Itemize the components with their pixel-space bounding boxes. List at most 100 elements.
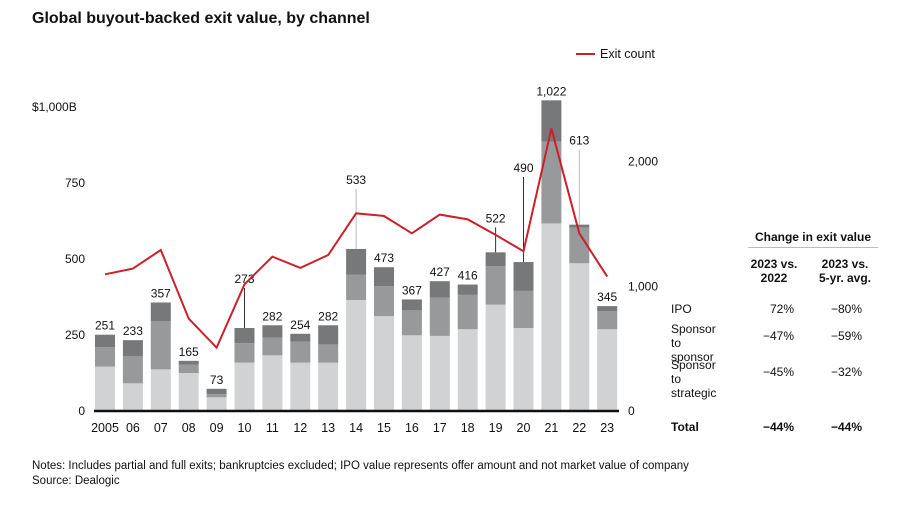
bar-total-label: 416 bbox=[458, 269, 478, 283]
bar-total-label: 613 bbox=[569, 134, 589, 148]
col-header-vs-5yr: 2023 vs. 5-yr. avg. bbox=[818, 257, 872, 285]
bar-total-label: 251 bbox=[95, 319, 115, 333]
left-axis-tick: $1,000B bbox=[32, 100, 77, 114]
bar-ipo bbox=[178, 360, 199, 365]
bar-sponsor-to-strategic bbox=[457, 329, 478, 411]
bar-sponsor-to-strategic bbox=[262, 355, 283, 411]
total-vs-5yr: −44% bbox=[830, 420, 862, 434]
bar-sponsor-to-sponsor bbox=[346, 274, 367, 301]
bar-sponsor-to-sponsor bbox=[150, 321, 171, 370]
bar-total-label: 1,022 bbox=[536, 84, 566, 98]
table-title: Change in exit value bbox=[748, 230, 878, 248]
bar-sponsor-to-sponsor bbox=[429, 297, 450, 336]
bar-ipo bbox=[541, 100, 562, 142]
col-header-vs-2022: 2023 vs. 2022 bbox=[750, 257, 798, 285]
legend-label-exit-count: Exit count bbox=[600, 47, 655, 61]
bar-sponsor-to-sponsor bbox=[513, 290, 534, 329]
bar-sponsor-to-strategic bbox=[429, 335, 450, 411]
left-axis-tick: 750 bbox=[65, 176, 85, 190]
x-axis-tick: 10 bbox=[238, 421, 252, 435]
bar-ipo bbox=[122, 340, 143, 356]
x-axis-tick: 22 bbox=[572, 421, 586, 435]
bar-sponsor-to-sponsor bbox=[262, 337, 283, 356]
bar-total-label: 282 bbox=[318, 309, 338, 323]
bar-total-label: 427 bbox=[430, 265, 450, 279]
bar-total-label: 357 bbox=[151, 286, 171, 300]
table-row-label: Sponsor to strategic bbox=[671, 358, 717, 400]
bar-total-label: 473 bbox=[374, 251, 394, 265]
bar-ipo bbox=[318, 325, 339, 345]
x-axis-tick: 09 bbox=[210, 421, 224, 435]
bar-sponsor-to-sponsor bbox=[234, 343, 255, 363]
bar-total-label: 522 bbox=[486, 211, 506, 225]
bar-sponsor-to-strategic bbox=[206, 397, 227, 411]
bar-sponsor-to-strategic bbox=[178, 373, 199, 411]
bar-sponsor-to-sponsor bbox=[206, 394, 227, 398]
left-axis-tick: 0 bbox=[78, 404, 85, 418]
table-cell-v1: −45% bbox=[762, 365, 794, 379]
x-axis-tick: 2005 bbox=[91, 421, 119, 435]
right-axis-tick: 0 bbox=[628, 404, 635, 418]
bar-ipo bbox=[513, 262, 534, 291]
bar-ipo bbox=[346, 248, 367, 275]
x-axis-tick: 17 bbox=[433, 421, 447, 435]
bar-sponsor-to-sponsor bbox=[374, 286, 394, 317]
x-axis-tick: 12 bbox=[293, 421, 307, 435]
bar-total-label: 165 bbox=[179, 345, 199, 359]
table-cell-v2: −32% bbox=[830, 365, 862, 379]
bar-sponsor-to-strategic bbox=[234, 362, 255, 411]
bar-total-label: 533 bbox=[346, 173, 366, 187]
x-axis-tick: 18 bbox=[461, 421, 475, 435]
bar-sponsor-to-sponsor bbox=[541, 141, 562, 224]
bar-total-label: 345 bbox=[597, 290, 617, 304]
bar-ipo bbox=[401, 299, 422, 311]
x-axis-tick: 07 bbox=[154, 421, 168, 435]
bar-sponsor-to-strategic bbox=[401, 335, 422, 411]
bar-sponsor-to-sponsor bbox=[485, 265, 506, 305]
bar-total-label: 490 bbox=[513, 161, 533, 175]
bar-total-label: 233 bbox=[123, 324, 143, 338]
bar-sponsor-to-sponsor bbox=[457, 294, 478, 330]
bar-sponsor-to-sponsor bbox=[318, 344, 339, 363]
bar-sponsor-to-strategic bbox=[485, 304, 506, 411]
table-cell-v1: −47% bbox=[762, 329, 794, 343]
x-axis-tick: 13 bbox=[321, 421, 335, 435]
right-axis-tick: 2,000 bbox=[628, 155, 658, 169]
table-cell-v2: −59% bbox=[830, 329, 862, 343]
bar-sponsor-to-strategic bbox=[569, 263, 590, 411]
bar-ipo bbox=[374, 267, 394, 287]
bar-ipo bbox=[150, 302, 171, 322]
bar-sponsor-to-strategic bbox=[122, 383, 143, 411]
right-axis-tick: 1,000 bbox=[628, 279, 658, 293]
x-axis-tick: 11 bbox=[266, 421, 279, 435]
bar-sponsor-to-strategic bbox=[374, 316, 394, 411]
bar-sponsor-to-strategic bbox=[150, 369, 171, 411]
bar-sponsor-to-sponsor bbox=[178, 364, 199, 373]
x-axis-tick: 08 bbox=[182, 421, 196, 435]
bar-ipo bbox=[95, 334, 115, 348]
bar-sponsor-to-sponsor bbox=[597, 310, 618, 330]
table-cell-v1: 72% bbox=[769, 302, 794, 316]
bar-total-label: 254 bbox=[290, 318, 310, 332]
bar-sponsor-to-strategic bbox=[95, 366, 115, 411]
bar-ipo bbox=[597, 306, 618, 311]
x-axis-tick: 14 bbox=[349, 421, 363, 435]
x-axis-tick: 19 bbox=[489, 421, 503, 435]
bar-sponsor-to-strategic bbox=[346, 300, 367, 411]
bar-ipo bbox=[206, 388, 227, 395]
bar-sponsor-to-sponsor bbox=[95, 347, 115, 367]
x-axis-tick: 16 bbox=[405, 421, 419, 435]
bar-total-label: 367 bbox=[402, 283, 422, 297]
x-axis-tick: 23 bbox=[600, 421, 614, 435]
x-axis-tick: 15 bbox=[377, 421, 391, 435]
chart-notes: Notes: Includes partial and full exits; … bbox=[32, 460, 689, 487]
bar-sponsor-to-strategic bbox=[290, 362, 311, 411]
bar-ipo bbox=[457, 284, 478, 295]
change-table: Change in exit value 2023 vs. 2022 2023 … bbox=[660, 220, 890, 440]
bar-sponsor-to-sponsor bbox=[290, 341, 311, 363]
x-axis-tick: 06 bbox=[126, 421, 140, 435]
bar-ipo bbox=[262, 325, 283, 338]
bar-sponsor-to-strategic bbox=[318, 362, 339, 411]
bar-ipo bbox=[485, 252, 506, 266]
total-vs-2022: −44% bbox=[762, 420, 794, 434]
